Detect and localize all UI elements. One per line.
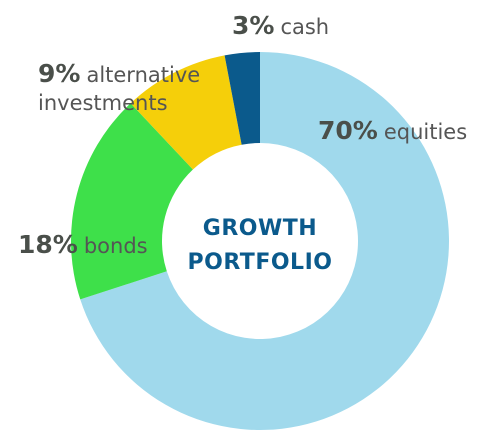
value-label: 70%: [318, 116, 378, 145]
category-label: equities: [383, 120, 468, 144]
segment-label: 3% cash: [232, 12, 352, 41]
donut-segment: [71, 103, 193, 300]
category-label: bonds: [83, 234, 148, 258]
segment-label: 9% alternative investments: [38, 60, 233, 117]
category-label: cash: [280, 15, 330, 39]
donut-segment: [130, 55, 242, 170]
donut-segment: [224, 52, 260, 145]
category-label: alternative investments: [38, 63, 201, 115]
center-label: GROWTH PORTFOLIO: [187, 216, 333, 275]
value-label: 9%: [38, 59, 81, 88]
segment-label: 18% bonds: [18, 231, 178, 260]
value-label: 3%: [232, 11, 275, 40]
value-label: 18%: [18, 230, 78, 259]
segment-label: 70% equities: [318, 117, 487, 146]
donut-segment: [80, 52, 450, 431]
